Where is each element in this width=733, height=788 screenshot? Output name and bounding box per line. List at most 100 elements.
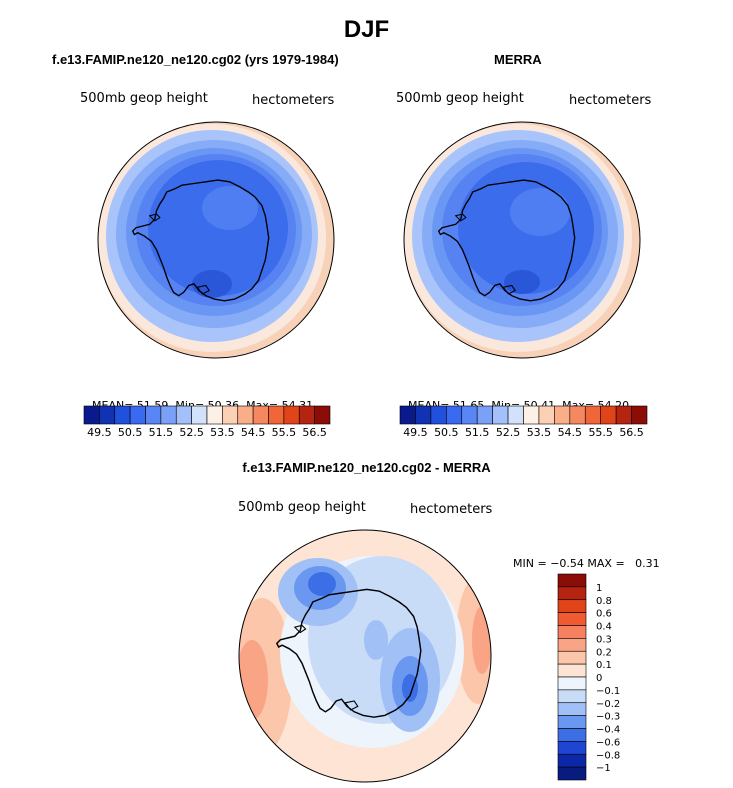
colorbar-tick-label: 0.6 [596, 609, 612, 620]
colorbar-swatch [554, 405, 571, 425]
colorbar-tick-label: 52.5 [496, 426, 521, 439]
colorbar-swatch [314, 405, 331, 425]
colorbar-swatch [399, 405, 416, 425]
colorbar-swatch [557, 650, 587, 665]
merra-right-label: hectometers [569, 93, 652, 108]
colorbar-tick-label: −0.4 [596, 725, 620, 736]
colorbar-swatch [557, 689, 587, 704]
colorbar-tick-label: 52.5 [179, 426, 204, 439]
colorbar-tick-label: 51.5 [465, 426, 490, 439]
colorbar-swatch [175, 405, 192, 425]
colorbar-swatch [631, 405, 648, 425]
colorbar-tick-label: 55.5 [272, 426, 297, 439]
colorbar-tick-label: −0.1 [596, 686, 620, 697]
colorbar-swatch [129, 405, 146, 425]
colorbar-swatch [557, 766, 587, 781]
colorbar-swatch [252, 405, 269, 425]
colorbar-swatch [507, 405, 524, 425]
colorbar-tick-label: 53.5 [527, 426, 552, 439]
colorbar-tick-label: 0.1 [596, 660, 612, 671]
colorbar-swatch [415, 405, 432, 425]
colorbar-tick-label: 0.8 [596, 596, 612, 607]
colorbar-tick-label: 54.5 [241, 426, 266, 439]
colorbar-swatch [191, 405, 208, 425]
colorbar-swatch [268, 405, 285, 425]
colorbar-swatch [557, 676, 587, 691]
colorbar-swatch [114, 405, 131, 425]
merra-map [403, 121, 641, 359]
colorbar-tick-label: 51.5 [149, 426, 174, 439]
colorbar-tick-label: −0.8 [596, 750, 620, 761]
colorbar-tick-label: 49.5 [87, 426, 112, 439]
colorbar-tick-label: 0 [596, 673, 602, 684]
colorbar-tick-label: 50.5 [434, 426, 459, 439]
max-value: 0.31 [635, 557, 660, 570]
colorbar-swatch [446, 405, 463, 425]
diff-stats: MIN = −0.54 MAX = 0.31 [506, 544, 660, 570]
colorbar-swatch [538, 405, 555, 425]
diff-left-label: 500mb geop height [238, 500, 366, 515]
colorbar-swatch [557, 612, 587, 626]
colorbar-swatch [557, 702, 587, 716]
model-panel-title: f.e13.FAMIP.ne120_ne120.cg02 (yrs 1979-1… [52, 52, 339, 67]
diff-right-label: hectometers [410, 502, 493, 517]
colorbar-tick-label: 0.4 [596, 622, 612, 633]
colorbar-swatch [615, 405, 632, 425]
difference-colorbar: 1 0.8 0.6 0.40.3 0.2 0.1 0 −0.1 −0.2 −0.3 −0.4−0.6… [557, 573, 620, 781]
colorbar-tick-label: −0.3 [596, 712, 620, 723]
colorbar-tick-label: −1 [596, 763, 611, 774]
colorbar-swatch [99, 405, 116, 425]
colorbar-tick-label: 1 [596, 583, 602, 594]
min-value: −0.54 [550, 557, 584, 570]
model-map [97, 121, 335, 359]
colorbar-tick-label: −0.6 [596, 737, 620, 748]
colorbar-swatch [492, 405, 509, 425]
colorbar-tick-label: 49.5 [403, 426, 428, 439]
colorbar-swatch [569, 405, 586, 425]
colorbar-tick-label: 54.5 [558, 426, 583, 439]
colorbar-swatch [600, 405, 617, 425]
colorbar-tick-label: 0.3 [596, 634, 612, 645]
model-colorbar: 49.5 50.5 51.5 52.5 53.5 54.5 55.5 56.5 [83, 405, 331, 439]
colorbar-swatch [557, 599, 587, 613]
colorbar-swatch [557, 715, 587, 729]
colorbar-swatch [557, 638, 587, 652]
colorbar-swatch [237, 405, 254, 425]
min-label: MIN = [513, 557, 547, 570]
colorbar-swatch [145, 405, 162, 425]
model-left-label: 500mb geop height [80, 91, 208, 106]
difference-panel-title: f.e13.FAMIP.ne120_ne120.cg02 - MERRA [242, 460, 491, 475]
colorbar-swatch [557, 625, 587, 639]
max-label: MAX = [587, 557, 625, 570]
figure-title: DJF [343, 16, 390, 43]
colorbar-tick-label: 56.5 [302, 426, 327, 439]
colorbar-swatch [430, 405, 447, 425]
colorbar-swatch [83, 405, 100, 425]
colorbar-swatch [283, 405, 300, 425]
colorbar-swatch [222, 405, 239, 425]
colorbar-swatch [557, 586, 587, 601]
merra-colorbar: 49.5 50.5 51.5 52.5 53.5 54.5 55.5 56.5 [399, 405, 648, 439]
colorbar-tick-label: 56.5 [619, 426, 644, 439]
colorbar-swatch [557, 753, 587, 768]
colorbar-swatch [298, 405, 315, 425]
colorbar-tick-label: 0.2 [596, 647, 612, 658]
colorbar-swatch [206, 405, 223, 425]
colorbar-swatch [160, 405, 177, 425]
colorbar-swatch [523, 405, 540, 425]
colorbar-tick-label: 53.5 [210, 426, 235, 439]
colorbar-swatch [476, 405, 493, 425]
model-right-label: hectometers [252, 93, 335, 108]
colorbar-tick-label: 50.5 [118, 426, 143, 439]
colorbar-tick-label: 55.5 [588, 426, 613, 439]
colorbar-swatch [557, 663, 587, 678]
colorbar-swatch [557, 728, 587, 742]
difference-map [238, 529, 492, 783]
colorbar-tick-label: −0.2 [596, 699, 620, 710]
merra-left-label: 500mb geop height [396, 91, 524, 106]
colorbar-swatch [557, 573, 587, 588]
colorbar-swatch [557, 741, 587, 755]
merra-panel-title: MERRA [494, 52, 542, 67]
colorbar-swatch [461, 405, 478, 425]
